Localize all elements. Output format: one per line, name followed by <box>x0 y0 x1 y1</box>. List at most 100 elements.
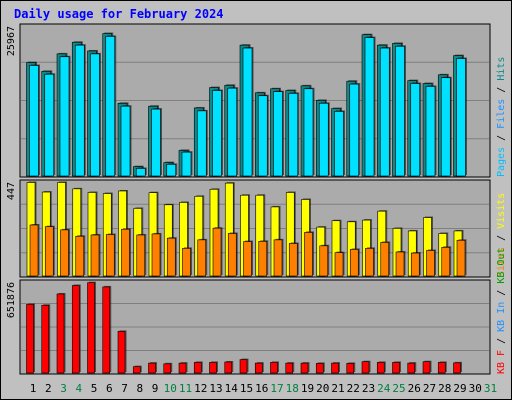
legend-entry: / <box>496 284 507 302</box>
x-tick-label: 21 <box>331 382 344 395</box>
bar-kb-f-day-6 <box>102 286 111 374</box>
bar-sites-day-29 <box>456 239 466 277</box>
bar-files-day-23 <box>364 37 375 177</box>
bar-files-day-28 <box>440 77 451 177</box>
x-tick-label: 15 <box>240 382 253 395</box>
bar-kb-f-day-3 <box>56 293 65 374</box>
x-tick-label: 6 <box>106 382 113 395</box>
bar-kb-f-day-16 <box>254 362 263 374</box>
x-tick-label: 8 <box>136 382 143 395</box>
bar-sites-day-28 <box>441 247 451 277</box>
x-tick-label: 10 <box>164 382 177 395</box>
bar-files-day-5 <box>90 53 100 177</box>
bar-files-day-12 <box>196 110 207 177</box>
legend-entry: Visits <box>496 193 507 229</box>
bar-sites-day-26 <box>410 252 420 277</box>
bar-sites-day-5 <box>90 234 100 277</box>
bar-files-day-9 <box>151 108 161 177</box>
bar-files-day-18 <box>288 93 299 177</box>
x-tick-label: 24 <box>377 382 391 395</box>
x-tick-label: 23 <box>362 382 375 395</box>
bar-kb-f-day-18 <box>285 362 294 374</box>
bar-kb-f-day-10 <box>163 363 172 374</box>
x-tick-label: 31 <box>484 382 497 395</box>
x-tick-label: 13 <box>209 382 222 395</box>
bar-files-day-19 <box>303 88 314 177</box>
x-tick-label: 9 <box>152 382 159 395</box>
bar-sites-day-11 <box>182 248 191 277</box>
bar-files-day-11 <box>181 151 192 177</box>
bar-files-day-8 <box>135 168 146 177</box>
bar-kb-f-day-28 <box>437 362 446 374</box>
y-max-label-kbytes: 651876 <box>6 282 17 318</box>
bar-sites-day-9 <box>151 233 161 277</box>
legend-entry: Sites <box>496 247 507 277</box>
bar-kb-f-day-8 <box>132 366 141 374</box>
bar-kb-f-day-11 <box>178 362 187 374</box>
y-max-label-hits-files-pages: 25967 <box>6 26 17 56</box>
legend-entry: / <box>496 81 507 99</box>
bar-kb-f-day-15 <box>239 359 248 374</box>
legend-kbytes: KB F / KB In / KB Out <box>496 248 507 374</box>
bar-files-day-27 <box>425 86 436 177</box>
bar-kb-f-day-29 <box>453 362 461 374</box>
x-tick-label: 30 <box>469 382 482 395</box>
bar-kb-f-day-5 <box>87 282 95 374</box>
bar-files-day-16 <box>257 95 268 177</box>
x-tick-label: 12 <box>194 382 207 395</box>
legend-entry: KB In <box>496 302 507 332</box>
x-tick-label: 5 <box>91 382 98 395</box>
bar-files-day-14 <box>227 87 238 177</box>
bar-sites-day-18 <box>288 243 298 277</box>
x-tick-label: 11 <box>179 382 192 395</box>
bar-kb-f-day-13 <box>209 362 217 374</box>
legend-entry: / <box>496 129 507 147</box>
bar-files-day-13 <box>212 90 222 177</box>
bar-sites-day-6 <box>105 234 115 277</box>
bar-files-day-10 <box>166 164 177 177</box>
bar-sites-day-21 <box>334 252 344 277</box>
legend-entry: Hits <box>496 57 507 81</box>
bar-files-day-3 <box>59 56 70 177</box>
bar-kb-f-day-9 <box>148 362 156 374</box>
x-tick-label: 7 <box>121 382 128 395</box>
bar-kb-f-day-27 <box>422 361 431 374</box>
bar-files-day-26 <box>410 83 421 177</box>
bar-sites-day-24 <box>380 242 390 277</box>
x-tick-label: 1 <box>30 382 37 395</box>
bar-sites-day-13 <box>212 227 222 277</box>
bar-sites-day-17 <box>273 239 283 277</box>
bar-kb-f-day-22 <box>346 363 355 374</box>
bar-kb-f-day-20 <box>315 363 324 374</box>
bar-sites-day-4 <box>75 235 85 277</box>
bar-files-day-15 <box>242 47 253 177</box>
bar-files-day-6 <box>105 36 116 177</box>
bar-sites-day-27 <box>426 250 435 277</box>
bar-kb-f-day-23 <box>361 361 370 374</box>
x-tick-label: 14 <box>225 382 239 395</box>
legend-hits-files-pages: Pages / Files / Hits <box>496 57 507 177</box>
x-tick-label: 27 <box>423 382 436 395</box>
chart-title: Daily usage for February 2024 <box>14 7 224 21</box>
legend-entry: KB F <box>496 350 507 374</box>
bar-sites-day-12 <box>197 239 207 277</box>
x-tick-label: 22 <box>347 382 360 395</box>
bar-sites-day-10 <box>166 237 176 277</box>
x-tick-label: 3 <box>60 382 67 395</box>
x-tick-label: 18 <box>286 382 299 395</box>
bar-sites-day-3 <box>60 229 69 277</box>
bar-kb-f-day-17 <box>270 362 278 374</box>
bar-files-day-25 <box>395 46 405 177</box>
legend-entry: Files <box>496 99 507 129</box>
x-tick-label: 19 <box>301 382 314 395</box>
x-tick-label: 16 <box>255 382 268 395</box>
bar-kb-f-day-24 <box>376 362 385 374</box>
bar-sites-day-14 <box>227 233 237 277</box>
bar-sites-day-20 <box>319 245 329 277</box>
bar-sites-day-8 <box>136 234 146 277</box>
legend-entry: / <box>496 332 507 350</box>
bar-sites-day-1 <box>29 224 39 277</box>
bar-files-day-17 <box>273 91 283 177</box>
legend-entry: Pages <box>496 147 507 177</box>
